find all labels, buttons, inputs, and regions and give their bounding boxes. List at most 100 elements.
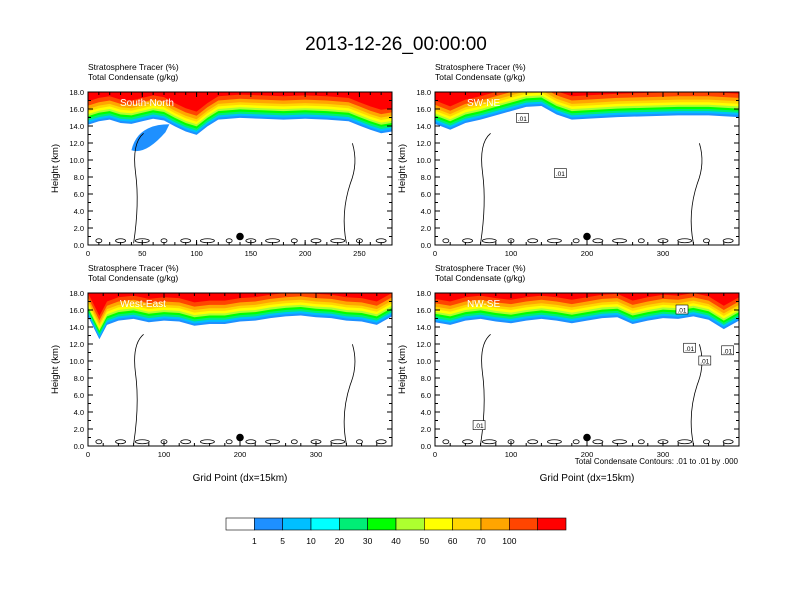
condensate-cell	[547, 238, 562, 244]
x-tick-label: 100	[190, 249, 203, 258]
contour-label-box	[675, 304, 689, 315]
condensate-cell	[703, 238, 710, 244]
x-tick-label: 200	[299, 249, 312, 258]
x-axis-label: Grid Point (dx=15km)	[540, 473, 635, 484]
colorbar-label: 70	[476, 536, 486, 546]
colorbar-swatch	[225, 517, 255, 531]
condensate-cell	[637, 439, 645, 445]
colorbar-label: 5	[280, 536, 285, 546]
y-tick-label: 10.0	[416, 357, 431, 366]
condensate-cell	[180, 439, 192, 445]
condensate-cell	[134, 439, 150, 445]
condensate-contour	[690, 143, 703, 244]
tracer-contour-layer	[435, 92, 739, 115]
y-tick-label: 2.0	[74, 224, 84, 233]
condensate-contour	[343, 344, 356, 445]
contour-label: .01	[677, 308, 686, 315]
x-tick-label: 300	[657, 450, 670, 459]
contour-label: .01	[700, 359, 709, 366]
y-tick-label: 18.0	[416, 289, 431, 298]
colorbar-label: 40	[391, 536, 401, 546]
condensate-cell	[722, 238, 734, 244]
y-tick-label: 4.0	[421, 408, 431, 417]
y-tick-label: 14.0	[69, 323, 84, 332]
x-tick-label: 300	[310, 450, 323, 459]
colorbar-swatch	[310, 517, 340, 531]
y-tick-label: 8.0	[421, 374, 431, 383]
colorbar-label: 100	[502, 536, 516, 546]
tracer-contour-layer	[88, 92, 392, 116]
y-tick-label: 0.0	[421, 241, 431, 250]
x-tick-label: 50	[138, 249, 146, 258]
y-tick-label: 8.0	[74, 374, 84, 383]
contour-label: .01	[723, 348, 732, 355]
y-tick-label: 18.0	[69, 289, 84, 298]
panel-subtitle: Stratosphere Tracer (%)	[435, 62, 526, 72]
condensate-cell	[612, 238, 627, 244]
x-tick-label: 200	[581, 450, 594, 459]
y-tick-label: 12.0	[416, 340, 431, 349]
y-tick-label: 16.0	[69, 306, 84, 315]
y-tick-label: 14.0	[69, 122, 84, 131]
condensate-cell	[481, 238, 497, 244]
tracer-contour-layer	[88, 92, 392, 112]
figure-title: 2013-12-26_00:00:00	[305, 34, 487, 55]
condensate-cell	[722, 439, 734, 445]
y-tick-label: 8.0	[421, 173, 431, 182]
y-tick-label: 2.0	[421, 224, 431, 233]
condensate-contour	[133, 333, 144, 445]
x-tick-label: 0	[433, 249, 437, 258]
colorbar: 1 5 10 20 30 40 50 60 70 100	[225, 517, 567, 546]
condensate-cell	[677, 439, 693, 445]
panel-west-east: Stratosphere Tracer (%)Total Condensate …	[50, 263, 393, 484]
panel-south-north: Stratosphere Tracer (%)Total Condensate …	[50, 62, 393, 258]
colorbar-swatch	[424, 517, 453, 531]
condensate-cell	[527, 238, 539, 244]
colorbar-label: 50	[420, 536, 430, 546]
panel-label: NW-SE	[467, 299, 500, 310]
condensate-cell	[225, 439, 233, 445]
contour-label-box	[472, 420, 486, 430]
colorbar-swatch	[537, 517, 567, 531]
contour-label: .01	[475, 423, 484, 430]
panel-subtitle: Stratosphere Tracer (%)	[88, 263, 179, 273]
contour-label-box	[554, 168, 567, 178]
condensate-cell	[245, 439, 257, 445]
y-tick-label: 2.0	[421, 425, 431, 434]
y-tick-label: 6.0	[74, 391, 84, 400]
condensate-cell	[200, 439, 215, 445]
condensate-cell	[115, 439, 126, 445]
x-tick-label: 300	[657, 249, 670, 258]
y-tick-label: 14.0	[416, 122, 431, 131]
y-tick-label: 10.0	[69, 156, 84, 165]
condensate-cell	[462, 238, 473, 244]
condensate-cell	[612, 439, 627, 445]
colorbar-swatch	[367, 517, 397, 531]
y-tick-label: 10.0	[416, 156, 431, 165]
colorbar-swatch	[254, 517, 283, 531]
y-tick-label: 4.0	[421, 207, 431, 216]
condensate-cell	[375, 439, 387, 445]
y-tick-label: 16.0	[69, 105, 84, 114]
x-tick-label: 0	[86, 249, 90, 258]
y-tick-label: 18.0	[416, 88, 431, 97]
panel-subtitle: Total Condensate (g/kg)	[435, 273, 525, 283]
contour-note: Total Condensate Contours: .01 to .01 by…	[575, 457, 739, 466]
contour-label-box	[516, 113, 529, 123]
panel-label: SW-NE	[467, 98, 500, 109]
x-tick-label: 150	[245, 249, 258, 258]
tracer-field	[88, 293, 392, 445]
panel-subtitle: Stratosphere Tracer (%)	[88, 62, 179, 72]
y-tick-label: 0.0	[74, 442, 84, 451]
colorbar-label: 20	[335, 536, 345, 546]
location-marker	[236, 433, 244, 442]
colorbar-swatch	[480, 517, 510, 531]
y-tick-label: 16.0	[416, 105, 431, 114]
tracer-field	[435, 293, 739, 445]
contour-label: .01	[518, 116, 527, 123]
condensate-contour	[480, 132, 491, 244]
y-tick-label: 12.0	[69, 340, 84, 349]
x-tick-label: 100	[505, 450, 518, 459]
tracer-contour-layer	[88, 293, 392, 321]
